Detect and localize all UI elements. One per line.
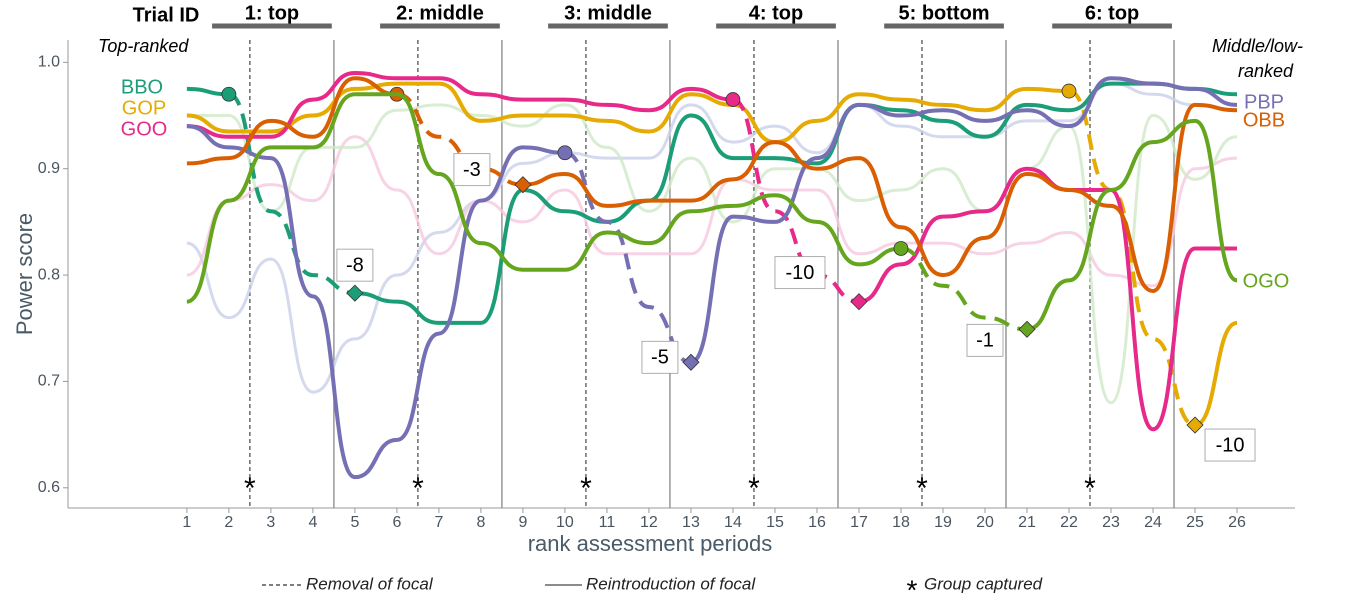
annotation: -8: [346, 254, 364, 276]
reintroduction-point: [346, 284, 364, 302]
removal-trajectory: [396, 92, 524, 187]
reintroduction-point: [682, 353, 700, 371]
series-label: BBO: [121, 76, 163, 98]
annotation-box: [453, 153, 491, 187]
y-tick-label: 0.8: [38, 266, 60, 283]
series-label: PBP: [1244, 91, 1284, 113]
capture-star: *: [1084, 472, 1096, 505]
removal-point: [1061, 83, 1077, 99]
annotation: -3: [463, 159, 481, 181]
series-line: [186, 76, 1238, 480]
removal-point: [893, 241, 909, 256]
x-tick-label: 6: [392, 514, 401, 531]
annotation: -5: [651, 347, 669, 369]
annotation: -1: [976, 330, 994, 352]
trial-header: Trial ID: [133, 4, 200, 26]
capture-star: *: [916, 472, 928, 505]
x-tick-label: 9: [518, 514, 527, 531]
x-tick-label: 12: [640, 514, 658, 531]
reintroduction-point: [514, 176, 532, 194]
legend-label: Group captured: [924, 574, 1043, 593]
x-tick-label: 2: [224, 514, 233, 531]
corner-label: Top-ranked: [98, 36, 189, 56]
y-tick-label: 0.9: [38, 160, 60, 177]
y-tick-label: 0.6: [38, 479, 60, 496]
trial-label: 6: top: [1085, 2, 1139, 24]
x-tick-label: 25: [1186, 514, 1204, 531]
removal-trajectory: [1068, 89, 1196, 428]
x-tick-label: 21: [1018, 514, 1036, 531]
removal-point: [725, 92, 741, 107]
removal-trajectory: [564, 150, 692, 365]
series-line: [186, 92, 1238, 332]
trial-label: 4: top: [749, 2, 803, 24]
x-tick-label: 4: [308, 514, 317, 531]
x-tick-label: 1: [182, 514, 191, 531]
annotation-box: [966, 323, 1004, 357]
x-tick-label: 17: [850, 514, 868, 531]
corner-label: Middle/low-: [1212, 36, 1303, 56]
legend-swatch: *: [907, 574, 918, 599]
annotation-box: [774, 256, 826, 290]
y-tick-label: 0.7: [38, 373, 60, 390]
reintroduction-point: [1018, 320, 1036, 338]
x-tick-label: 19: [934, 514, 952, 531]
x-tick-label: 10: [556, 514, 574, 531]
y-tick-label: 1.0: [38, 54, 60, 71]
x-tick-label: 8: [476, 514, 485, 531]
x-tick-label: 18: [892, 514, 910, 531]
x-tick-label: 15: [766, 514, 784, 531]
x-tick-label: 3: [266, 514, 275, 531]
trial-label: 1: top: [245, 2, 299, 24]
background-line: [186, 135, 1238, 288]
x-tick-label: 24: [1144, 514, 1162, 531]
x-tick-label: 22: [1060, 514, 1078, 531]
series-label: GOO: [121, 118, 168, 140]
reintroduction-point: [850, 293, 868, 311]
x-tick-label: 16: [808, 514, 826, 531]
x-tick-label: 7: [434, 514, 443, 531]
capture-star: *: [412, 472, 424, 505]
series-label: GOP: [122, 97, 166, 119]
reintroduction-point: [1186, 416, 1204, 434]
annotation-box: [336, 248, 374, 282]
annotation: -10: [786, 262, 815, 284]
series-line: [186, 76, 1238, 294]
trial-label: 5: bottom: [898, 2, 989, 24]
x-tick-label: 13: [682, 514, 700, 531]
legend-label: Removal of focal: [306, 574, 434, 593]
series-label: OGO: [1243, 270, 1290, 292]
removal-point: [557, 145, 573, 161]
series-label: OBB: [1243, 109, 1285, 131]
trial-label: 3: middle: [564, 2, 652, 24]
x-tick-label: 14: [724, 514, 742, 531]
trial-label: 2: middle: [396, 2, 484, 24]
corner-label: ranked: [1238, 61, 1294, 81]
annotation-box: [641, 340, 679, 374]
legend-label: Reintroduction of focal: [586, 574, 756, 593]
x-tick-label: 26: [1228, 514, 1246, 531]
x-tick-label: 23: [1102, 514, 1120, 531]
capture-star: *: [580, 472, 592, 505]
x-axis-title: rank assessment periods: [528, 531, 773, 556]
annotation: -10: [1216, 434, 1245, 456]
x-tick-label: 20: [976, 514, 994, 531]
removal-trajectory: [732, 97, 860, 304]
capture-star: *: [244, 472, 256, 505]
removal-trajectory: [900, 246, 1028, 332]
y-axis-title: Power score: [12, 213, 37, 335]
annotation-box: [1204, 428, 1256, 462]
removal-point: [221, 86, 237, 102]
x-tick-label: 5: [350, 514, 359, 531]
capture-star: *: [748, 472, 760, 505]
x-tick-label: 11: [599, 514, 616, 531]
